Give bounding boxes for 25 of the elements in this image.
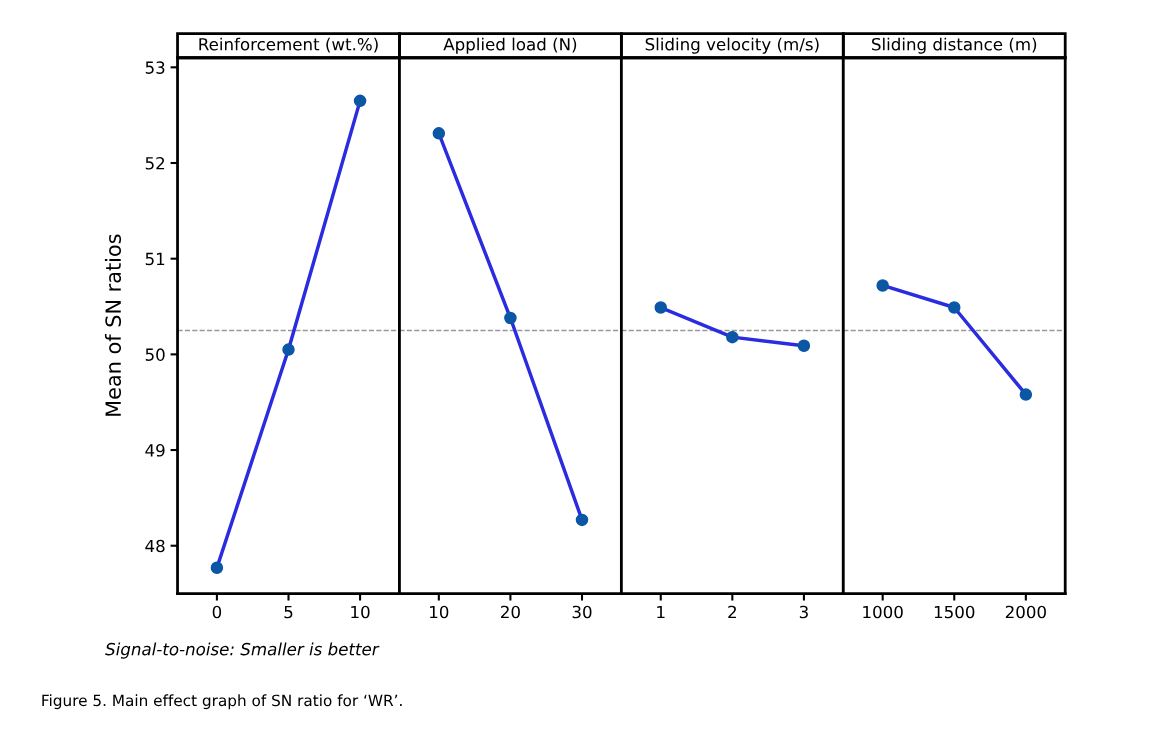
x-tick-label: 2 (728, 605, 736, 619)
y-tick-label: 50 (145, 348, 165, 361)
x-tick-label: 1000 (863, 605, 903, 619)
x-tick-label: 1 (657, 605, 665, 619)
x-tick-label: 2000 (1005, 605, 1046, 619)
y-tick-label: 52 (145, 156, 165, 170)
x-tick-label: 0 (212, 605, 222, 619)
x-tick-label: 5 (284, 605, 293, 619)
text: Signal-to-noise: Smaller is better (105, 642, 380, 659)
chart-title: Sliding distance (m) (872, 37, 1037, 54)
x-tick-label: 10 (351, 605, 370, 619)
y-tick-label: 49 (145, 444, 165, 457)
y-tick-label: 48 (145, 539, 165, 553)
chart-title: Sliding velocity (m/s) (645, 37, 819, 54)
chart-title: Applied load (N) (443, 37, 577, 54)
y-tick-label: 51 (145, 252, 165, 266)
caption: Figure 5. Main effect graph of SN ratio for ‘WR’. (42, 694, 402, 710)
y-tick-label: 53 (145, 61, 165, 74)
x-tick-label: 1500 (934, 605, 975, 619)
chart-title: Reinforcement (wt.%) (199, 37, 378, 53)
y-axis-title: Mean of SN ratios (104, 234, 122, 416)
x-tick-label: 3 (799, 605, 808, 619)
x-tick-label: 10 (430, 605, 449, 619)
x-tick-label: 30 (572, 605, 592, 619)
x-tick-label: 20 (501, 605, 520, 619)
